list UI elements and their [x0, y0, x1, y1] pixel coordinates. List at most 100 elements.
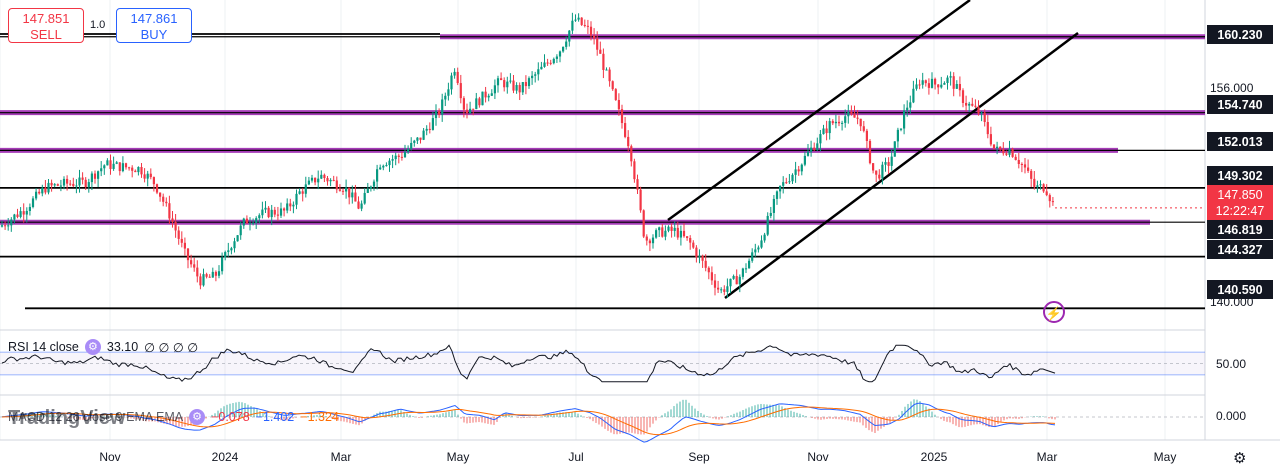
settings-icon[interactable]: ⚙: [1233, 450, 1247, 467]
candle-body: [227, 250, 230, 253]
candle-body: [940, 84, 943, 88]
candle-body: [828, 121, 831, 134]
candle-body: [506, 81, 509, 88]
candle-body: [599, 49, 602, 54]
candle-body: [844, 116, 847, 123]
indicator-settings-icon[interactable]: ⚙: [189, 409, 206, 425]
candle-body: [834, 121, 837, 124]
candle-body: [469, 108, 472, 114]
rsi-legend: RSI 14 close ⚙ 33.10 ∅ ∅ ∅ ∅: [8, 339, 198, 355]
candle-body: [425, 128, 428, 131]
candle-body: [484, 91, 487, 98]
candle-body: [69, 183, 72, 185]
signal-value: −1.324: [300, 410, 339, 424]
candle-body: [124, 163, 128, 168]
lightning-icon[interactable]: ⚡: [1043, 301, 1065, 323]
x-tick-label: Nov: [99, 450, 121, 464]
candle-body: [884, 162, 887, 165]
candle-body: [943, 82, 946, 85]
candle-body: [348, 187, 351, 198]
indicator-settings-icon[interactable]: ⚙: [84, 339, 101, 355]
candle-body: [472, 108, 475, 110]
candle-body: [273, 209, 276, 215]
candle-body: [363, 192, 366, 204]
channel-lower-line: [724, 32, 1079, 299]
candle-body: [174, 222, 177, 231]
candle-body: [896, 129, 899, 142]
level-label-152: 152.013: [1207, 132, 1273, 151]
candle-body: [819, 134, 822, 144]
candle-body: [50, 182, 53, 186]
candle-body: [459, 83, 462, 99]
candle-body: [335, 180, 338, 190]
candle-body: [97, 171, 100, 179]
candle-body: [633, 161, 636, 180]
candle-body: [605, 69, 608, 71]
candle-body: [397, 155, 400, 157]
candle-body: [431, 118, 434, 130]
candle-body: [813, 147, 816, 150]
candle-body: [872, 163, 875, 171]
candle-body: [193, 264, 196, 268]
candle-body: [112, 163, 115, 169]
candle-body: [106, 160, 109, 166]
candle-body: [360, 203, 363, 209]
candle-body: [797, 169, 800, 172]
candle-body: [717, 287, 720, 290]
candle-body: [267, 207, 270, 218]
candle-body: [379, 167, 382, 170]
candle-body: [751, 252, 754, 261]
candle-body: [75, 185, 78, 187]
candle-body: [952, 76, 955, 89]
candle-body: [667, 226, 670, 231]
candle-body: [850, 111, 853, 114]
candle-body: [354, 192, 357, 202]
candle-body: [1033, 178, 1036, 187]
candle-body: [394, 155, 397, 160]
candle-body: [512, 80, 515, 91]
candle-body: [531, 75, 534, 79]
sell-label: SELL: [30, 27, 62, 42]
macd-axis-label: 0.000: [1216, 409, 1247, 423]
candle-body: [673, 227, 676, 231]
candle-body: [670, 226, 673, 231]
candle-body: [992, 144, 996, 149]
buy-label: BUY: [140, 27, 168, 42]
candle-body: [261, 209, 264, 216]
candle-body: [509, 80, 512, 82]
candle-body: [298, 191, 301, 194]
candle-body: [893, 141, 896, 157]
candle-body: [31, 198, 35, 207]
candle-body: [661, 227, 664, 237]
candle-body: [859, 118, 862, 127]
candle-body: [66, 178, 69, 184]
candle-body: [741, 268, 744, 277]
buy-button[interactable]: 147.861 BUY: [116, 8, 192, 43]
x-tick-label: Nov: [807, 450, 829, 464]
candle-body: [496, 78, 500, 86]
candle-body: [168, 203, 171, 219]
candle-body: [537, 69, 540, 75]
candle-body: [974, 105, 977, 107]
candle-body: [903, 110, 906, 129]
candle-body: [159, 192, 162, 197]
candle-body: [841, 122, 844, 124]
candle-body: [614, 89, 617, 100]
sell-button[interactable]: 147.851 SELL: [8, 8, 84, 43]
candle-body: [304, 184, 307, 194]
candle-body: [447, 89, 450, 96]
candle-body: [552, 58, 555, 64]
candle-body: [853, 113, 856, 118]
candle-body: [906, 107, 909, 111]
candle-body: [1027, 167, 1030, 171]
x-tick-label: 2024: [211, 450, 239, 464]
candle-body: [757, 247, 760, 250]
candle-body: [583, 24, 586, 26]
candle-body: [543, 62, 546, 67]
candle-body: [562, 46, 565, 52]
candle-body: [971, 103, 974, 106]
candle-body: [608, 69, 611, 82]
candle-body: [444, 95, 447, 100]
candle-body: [1005, 153, 1008, 155]
